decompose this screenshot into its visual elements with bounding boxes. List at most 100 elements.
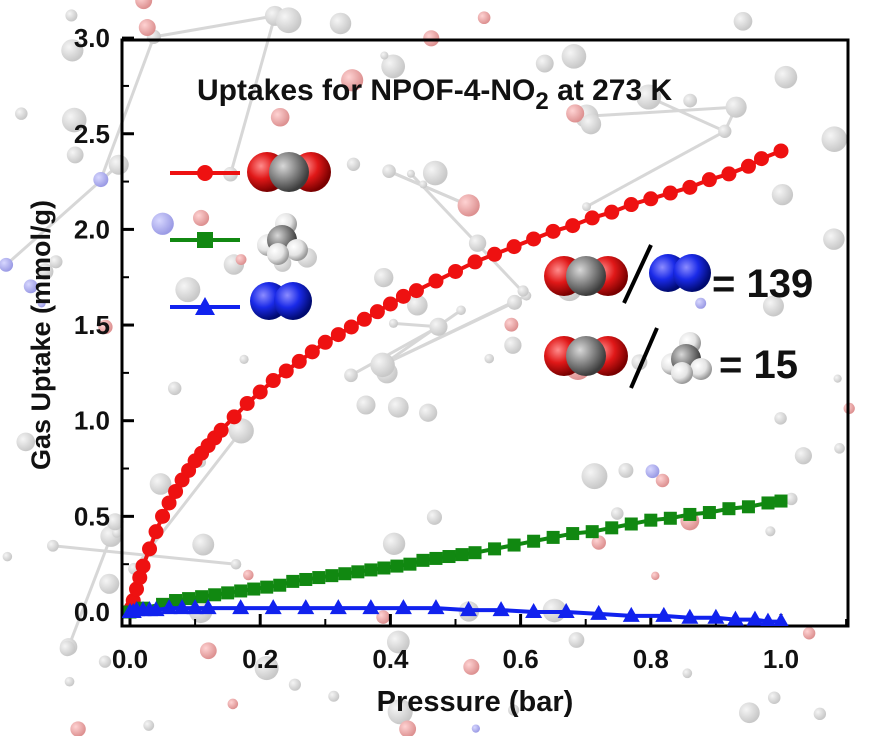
data-point-ch4 bbox=[468, 546, 482, 560]
data-point-n2 bbox=[186, 599, 204, 615]
y-tick-label: 2.0 bbox=[74, 214, 110, 244]
data-point-co2 bbox=[506, 239, 522, 255]
background-atom bbox=[370, 352, 395, 378]
data-point-ch4 bbox=[488, 542, 502, 556]
data-point-co2 bbox=[395, 288, 411, 304]
data-point-ch4 bbox=[390, 559, 404, 573]
data-point-n2 bbox=[760, 612, 776, 626]
background-atom bbox=[346, 157, 361, 171]
data-point-ch4 bbox=[624, 517, 638, 531]
background-atom bbox=[227, 698, 239, 710]
background-atom bbox=[682, 668, 693, 679]
background-atom bbox=[582, 202, 592, 212]
data-point-ch4 bbox=[377, 561, 391, 575]
x-axis-title: Pressure (bar) bbox=[377, 686, 574, 718]
data-point-co2 bbox=[330, 327, 346, 343]
data-point-co2 bbox=[565, 218, 581, 234]
background-atom bbox=[328, 690, 340, 702]
data-point-co2 bbox=[239, 395, 255, 411]
data-point-ch4 bbox=[741, 500, 755, 514]
title-tail: at 273 K bbox=[549, 74, 673, 107]
background-atom bbox=[151, 212, 174, 235]
background-atom bbox=[823, 228, 845, 250]
data-point-co2 bbox=[623, 197, 639, 213]
data-point-co2 bbox=[545, 223, 561, 239]
data-point-co2 bbox=[487, 246, 503, 262]
background-atom bbox=[239, 354, 249, 365]
co2-molecule-icon bbox=[247, 152, 331, 192]
data-point-n2 bbox=[492, 601, 510, 617]
background-atom bbox=[423, 30, 440, 47]
data-point-n2 bbox=[655, 606, 673, 622]
background-atom bbox=[143, 720, 155, 731]
background-atom bbox=[135, 0, 153, 10]
data-point-ch4 bbox=[351, 565, 365, 579]
data-point-ch4 bbox=[683, 507, 697, 521]
data-point-n2 bbox=[590, 604, 608, 620]
data-point-ch4 bbox=[195, 590, 209, 604]
background-atom bbox=[591, 535, 606, 550]
data-point-co2 bbox=[226, 409, 242, 425]
data-point-ch4 bbox=[566, 527, 580, 541]
background-atom bbox=[288, 678, 301, 691]
background-atom bbox=[64, 676, 75, 687]
y-tick-label: 0.0 bbox=[74, 597, 110, 627]
data-point-co2 bbox=[643, 191, 659, 207]
data-point-ch4 bbox=[429, 551, 443, 565]
background-atom bbox=[610, 507, 624, 520]
background-atom bbox=[645, 464, 660, 479]
title-subscript: 2 bbox=[535, 88, 548, 115]
background-atom bbox=[37, 299, 46, 308]
data-point-n2 bbox=[232, 599, 250, 615]
data-point-co2 bbox=[129, 581, 145, 597]
background-atom bbox=[243, 569, 254, 581]
data-point-ch4 bbox=[299, 572, 313, 586]
data-point-ch4 bbox=[234, 584, 248, 598]
data-point-n2 bbox=[557, 603, 575, 618]
background-atom bbox=[767, 691, 781, 704]
background-atom bbox=[422, 160, 448, 186]
background-atom bbox=[230, 558, 242, 570]
background-atom bbox=[426, 509, 443, 525]
co2-molecule-icon bbox=[544, 256, 628, 296]
background-bond bbox=[585, 129, 726, 209]
data-point-co2 bbox=[448, 263, 463, 279]
data-point-n2 bbox=[297, 599, 315, 615]
ratio-slash bbox=[622, 244, 653, 304]
data-point-co2 bbox=[142, 541, 158, 557]
background-atom bbox=[108, 154, 129, 175]
data-point-ch4 bbox=[286, 574, 300, 588]
background-atom bbox=[15, 107, 28, 120]
background-atom bbox=[47, 539, 59, 552]
axes: 0.0 0.2 0.4 0.6 0.8 1.0 0.0 0.5 1.0 1.5 2.0 2.5 3.0 bbox=[74, 23, 848, 674]
x-tick-label: 1.0 bbox=[763, 644, 799, 674]
data-point-ch4 bbox=[325, 569, 339, 583]
series-n2 bbox=[122, 599, 789, 626]
background-atom bbox=[388, 318, 399, 328]
background-atom bbox=[356, 395, 376, 415]
y-tick-label: 3.0 bbox=[74, 23, 110, 53]
n2-molecule-icon bbox=[649, 254, 711, 292]
background-bond bbox=[350, 325, 440, 377]
data-point-co2 bbox=[428, 273, 444, 289]
data-point-co2 bbox=[213, 422, 229, 438]
co2-molecule-icon bbox=[544, 336, 628, 376]
background-atom bbox=[504, 317, 519, 332]
x-tick-label: 0.0 bbox=[112, 644, 148, 674]
data-point-co2 bbox=[317, 334, 333, 350]
background-atom bbox=[112, 527, 122, 538]
background-atom bbox=[771, 183, 794, 206]
background-atom bbox=[535, 54, 554, 73]
background-atom bbox=[254, 656, 279, 681]
data-point-ch4 bbox=[208, 588, 222, 602]
background-atom bbox=[382, 164, 396, 178]
data-point-ch4 bbox=[527, 534, 541, 548]
background-atom bbox=[65, 9, 78, 22]
background-atom bbox=[813, 707, 827, 721]
background-atom bbox=[93, 172, 109, 188]
data-point-ch4 bbox=[702, 506, 716, 520]
background-atom bbox=[419, 403, 438, 422]
y-tick-label: 1.5 bbox=[74, 310, 110, 340]
background-atom bbox=[507, 704, 520, 716]
